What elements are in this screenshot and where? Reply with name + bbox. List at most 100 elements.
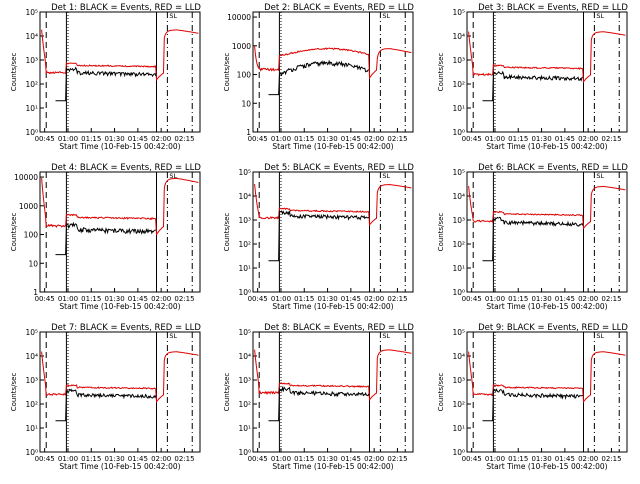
x-axis-label: Start Time (10-Feb-15 00:42:00) (59, 142, 180, 151)
x-tick-label: 01:30 (104, 135, 124, 143)
x-tick-label: 02:15 (601, 295, 621, 303)
x-tick-label: 01:45 (341, 295, 361, 303)
x-tick-label: 01:15 (508, 455, 528, 463)
x-tick-label: 01:30 (317, 455, 337, 463)
x-tick-label: 02:15 (387, 135, 407, 143)
panel-4: Det 4: BLACK = Events, RED = LLD 1 10 100 10… (10, 163, 201, 311)
x-tick-label: 00:45 (462, 455, 482, 463)
lld-series-line (468, 31, 626, 84)
y-tick-label: 10¹ (452, 424, 465, 433)
y-tick-label: 10⁰ (452, 288, 465, 297)
x-tick-label: 00:45 (462, 295, 482, 303)
lld-series-line (254, 183, 412, 227)
x-tick-label: 01:15 (81, 455, 101, 463)
x-tick-label: 02:15 (174, 455, 194, 463)
lld-series-line (254, 349, 412, 402)
panel-8: Det 8: BLACK = Events, RED = LLD 10⁰ 10¹ 10… (223, 323, 414, 471)
y-tick-label: 10¹ (452, 104, 465, 113)
y-tick-label: 10⁰ (25, 128, 38, 137)
y-tick-label: 10¹ (238, 424, 251, 433)
y-axis-label: Counts/sec (10, 213, 18, 252)
plot-frame (466, 331, 628, 453)
y-tick-label: 10² (25, 400, 38, 409)
y-tick-label: 10 (28, 259, 38, 268)
plot-frame (466, 171, 628, 293)
y-tick-label: 10⁰ (452, 448, 465, 457)
x-tick-label: 01:00 (58, 295, 78, 303)
lld-series-line (41, 351, 199, 404)
panel-title: Det 1: BLACK = Events, RED = LLD (51, 3, 201, 13)
x-axis-label: Start Time (10-Feb-15 00:42:00) (272, 142, 393, 151)
panel-title: Det 7: BLACK = Events, RED = LLD (51, 323, 201, 333)
y-tick-label: 10³ (452, 376, 465, 385)
x-tick-label: 01:00 (485, 455, 505, 463)
y-tick-label: 10⁰ (25, 448, 38, 457)
x-tick-label: 01:30 (104, 455, 124, 463)
x-tick-label: 01:45 (341, 455, 361, 463)
y-tick-label: 10² (452, 80, 465, 89)
x-tick-label: 01:15 (508, 135, 528, 143)
plot-frame (39, 11, 201, 133)
x-axis-label: Start Time (10-Feb-15 00:42:00) (486, 142, 607, 151)
x-tick-label: 01:15 (81, 135, 101, 143)
y-tick-label: 1000 (19, 202, 38, 211)
x-tick-label: 02:15 (601, 135, 621, 143)
x-tick-label: 01:45 (128, 295, 148, 303)
x-tick-label: 02:00 (578, 455, 598, 463)
x-tick-label: 01:30 (317, 295, 337, 303)
x-tick-label: 01:30 (531, 295, 551, 303)
y-tick-label: 10000 (14, 173, 38, 182)
y-axis-label: Counts/sec (437, 213, 445, 252)
x-tick-label: 00:45 (35, 455, 55, 463)
events-series-line (268, 385, 370, 422)
y-tick-label: 100 (24, 231, 39, 240)
x-tick-label: 02:15 (601, 455, 621, 463)
x-tick-label: 01:45 (128, 455, 148, 463)
x-tick-label: 01:45 (555, 295, 575, 303)
x-tick-label: 01:15 (294, 295, 314, 303)
y-axis-label: Counts/sec (10, 53, 18, 92)
x-tick-label: 01:45 (128, 135, 148, 143)
y-tick-label: 1000 (232, 42, 251, 51)
x-tick-label: 02:00 (364, 295, 384, 303)
x-tick-label: 02:15 (387, 295, 407, 303)
events-series-line (482, 70, 583, 102)
events-series-line (268, 59, 369, 96)
panel-9: Det 9: BLACK = Events, RED = LLD 10⁰ 10¹ 10… (437, 323, 628, 471)
x-tick-label: 01:45 (341, 135, 361, 143)
y-tick-label: 10⁵ (238, 168, 251, 177)
y-tick-label: 10¹ (238, 264, 251, 273)
x-tick-label: 02:00 (578, 135, 598, 143)
plot-frame (252, 171, 414, 293)
x-tick-label: 00:45 (35, 135, 55, 143)
x-tick-label: 01:30 (104, 295, 124, 303)
y-tick-label: 10⁵ (452, 328, 465, 337)
x-tick-label: 01:00 (271, 455, 291, 463)
x-tick-label: 01:15 (81, 295, 101, 303)
plot-frame (39, 331, 201, 453)
y-tick-label: 10¹ (25, 104, 38, 113)
y-axis-label: Counts/sec (437, 53, 445, 92)
x-tick-label: 00:45 (248, 455, 268, 463)
y-tick-label: 10² (238, 240, 251, 249)
y-tick-label: 10⁴ (452, 192, 465, 201)
panel-1: Det 1: BLACK = Events, RED = LLD 10⁰ 10¹ 10… (10, 3, 201, 151)
saa-marker-label: SL (169, 172, 177, 180)
panel-5: Det 5: BLACK = Events, RED = LLD 10⁰ 10¹ 10… (223, 163, 414, 311)
y-tick-label: 10³ (452, 216, 465, 225)
y-tick-label: 100 (237, 71, 252, 80)
x-tick-label: 00:45 (462, 135, 482, 143)
x-tick-label: 00:45 (248, 135, 268, 143)
x-tick-label: 01:00 (58, 455, 78, 463)
x-tick-label: 02:00 (578, 295, 598, 303)
y-axis-label: Counts/sec (223, 53, 231, 92)
panel-title: Det 4: BLACK = Events, RED = LLD (51, 163, 201, 173)
x-axis-label: Start Time (10-Feb-15 00:42:00) (59, 302, 180, 311)
x-tick-label: 01:00 (271, 135, 291, 143)
y-tick-label: 10⁰ (238, 448, 251, 457)
x-tick-label: 02:15 (174, 135, 194, 143)
y-tick-label: 10⁵ (25, 8, 38, 17)
x-tick-label: 01:45 (555, 135, 575, 143)
x-tick-label: 02:00 (364, 455, 384, 463)
